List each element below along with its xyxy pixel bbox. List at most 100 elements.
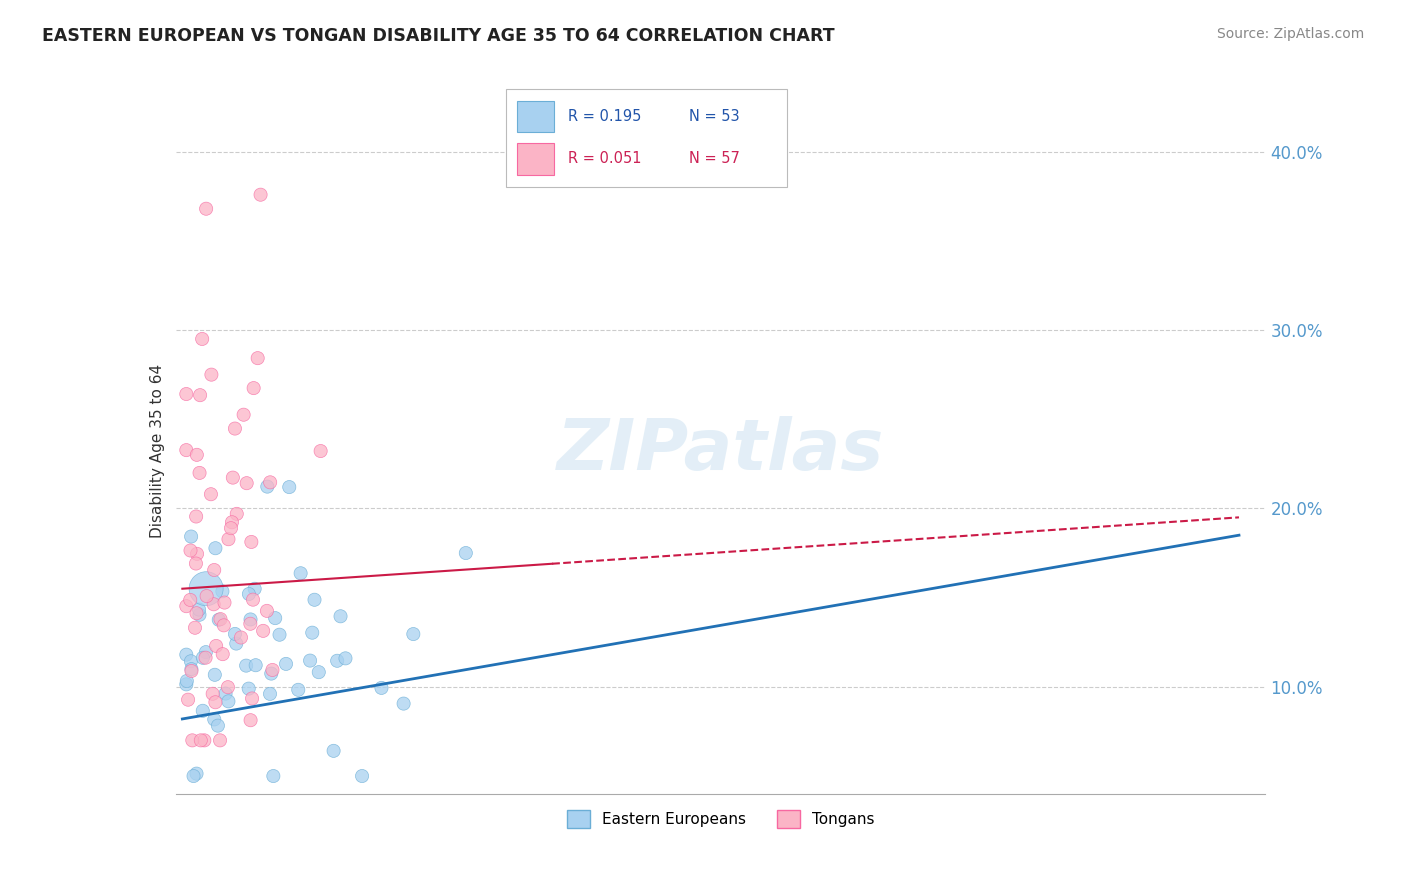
Point bbox=[262, 663, 284, 677]
Point bbox=[217, 694, 239, 708]
Point bbox=[202, 597, 225, 611]
Point bbox=[186, 606, 208, 620]
Point bbox=[239, 713, 262, 727]
Point bbox=[176, 673, 198, 688]
Point bbox=[256, 480, 278, 494]
Point bbox=[225, 507, 247, 521]
Point bbox=[329, 609, 352, 624]
Point bbox=[290, 566, 312, 581]
Point bbox=[239, 616, 262, 631]
Point bbox=[252, 624, 274, 638]
Point bbox=[322, 744, 344, 758]
Point bbox=[184, 557, 207, 571]
Point bbox=[191, 332, 214, 346]
Point bbox=[204, 667, 226, 681]
Point bbox=[186, 448, 208, 462]
Point bbox=[208, 733, 231, 747]
Point bbox=[235, 658, 257, 673]
Point bbox=[242, 381, 264, 395]
Point bbox=[176, 677, 198, 691]
Point bbox=[299, 654, 322, 668]
Point bbox=[176, 648, 198, 662]
Point bbox=[180, 664, 202, 678]
Point bbox=[262, 769, 284, 783]
Point bbox=[211, 647, 233, 661]
Point bbox=[352, 769, 374, 783]
Point bbox=[301, 625, 323, 640]
Point bbox=[207, 719, 229, 733]
Point bbox=[188, 602, 211, 616]
Point bbox=[269, 628, 291, 642]
Point bbox=[195, 582, 218, 596]
Point bbox=[224, 421, 246, 435]
Point bbox=[194, 650, 217, 665]
Text: R = 0.195: R = 0.195 bbox=[568, 109, 641, 124]
Point bbox=[242, 592, 264, 607]
Point bbox=[222, 470, 245, 484]
Point bbox=[195, 589, 218, 603]
Point bbox=[204, 541, 226, 556]
Point bbox=[370, 681, 392, 695]
Point bbox=[188, 466, 211, 480]
Point bbox=[177, 692, 200, 706]
Point bbox=[259, 687, 281, 701]
Point bbox=[278, 480, 301, 494]
Point bbox=[179, 543, 201, 558]
Point bbox=[240, 535, 263, 549]
Point bbox=[217, 532, 239, 546]
Point bbox=[240, 691, 263, 706]
Point bbox=[246, 351, 269, 366]
Point bbox=[204, 695, 226, 709]
FancyBboxPatch shape bbox=[506, 89, 787, 187]
Y-axis label: Disability Age 35 to 64: Disability Age 35 to 64 bbox=[149, 363, 165, 538]
Point bbox=[214, 687, 236, 701]
Point bbox=[186, 766, 208, 780]
Point bbox=[208, 613, 231, 627]
Point bbox=[176, 443, 198, 458]
Point bbox=[335, 651, 357, 665]
Point bbox=[309, 444, 332, 458]
Point bbox=[217, 680, 239, 694]
Point bbox=[183, 769, 205, 783]
Point bbox=[176, 387, 198, 401]
Point bbox=[232, 408, 254, 422]
Point bbox=[287, 682, 309, 697]
Point bbox=[211, 584, 233, 599]
Point bbox=[180, 530, 202, 544]
Point bbox=[180, 654, 202, 668]
Point bbox=[326, 654, 349, 668]
Point bbox=[193, 733, 215, 747]
Text: Source: ZipAtlas.com: Source: ZipAtlas.com bbox=[1216, 27, 1364, 41]
Point bbox=[238, 681, 260, 696]
Point bbox=[176, 599, 198, 614]
Point bbox=[188, 607, 211, 622]
Point bbox=[402, 627, 425, 641]
Point bbox=[205, 639, 228, 653]
Point bbox=[219, 521, 242, 535]
Point bbox=[229, 631, 252, 645]
Point bbox=[191, 704, 214, 718]
Point bbox=[181, 733, 204, 747]
Point bbox=[202, 563, 225, 577]
Point bbox=[245, 658, 267, 673]
Text: R = 0.051: R = 0.051 bbox=[568, 152, 641, 167]
FancyBboxPatch shape bbox=[517, 101, 554, 132]
Point bbox=[249, 187, 271, 202]
Point bbox=[194, 645, 217, 659]
Point bbox=[188, 388, 211, 402]
Point bbox=[308, 665, 330, 680]
Point bbox=[454, 546, 477, 560]
Point bbox=[212, 618, 235, 632]
Point bbox=[221, 515, 243, 529]
Point bbox=[180, 662, 202, 676]
Point bbox=[202, 713, 225, 727]
Point bbox=[184, 621, 207, 635]
Point bbox=[179, 593, 201, 607]
Point bbox=[243, 582, 266, 596]
Point bbox=[239, 612, 262, 626]
Point bbox=[235, 476, 257, 491]
Point bbox=[256, 604, 278, 618]
Point bbox=[201, 687, 224, 701]
Point bbox=[190, 733, 212, 747]
Point bbox=[392, 697, 415, 711]
